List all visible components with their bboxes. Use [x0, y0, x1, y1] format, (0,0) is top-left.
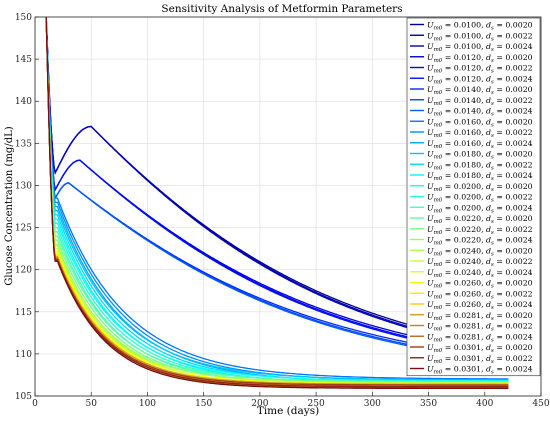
- y-tick-label: 140: [15, 97, 32, 107]
- plot-area-frame: [34, 16, 542, 397]
- legend-entry-label: Um0 = 0.0180, ds = 0.0020: [427, 150, 533, 161]
- series-line-28: [45, 16, 509, 385]
- x-axis-ticks: 0 50 100 150 200 250 300 350 400 450: [32, 392, 550, 409]
- x-tick-label: 50: [85, 399, 97, 409]
- x-tick-label: 200: [251, 399, 268, 409]
- legend-entry-label: Um0 = 0.0240, ds = 0.0020: [427, 246, 533, 257]
- legend-entry-label: Um0 = 0.0140, ds = 0.0022: [427, 96, 533, 107]
- legend-entry-label: Um0 = 0.0120, ds = 0.0024: [427, 74, 533, 85]
- legend-entry-label: Um0 = 0.0140, ds = 0.0020: [427, 85, 533, 96]
- legend-entry-label: Um0 = 0.0120, ds = 0.0020: [427, 53, 533, 64]
- legend-entry-label: Um0 = 0.0301, ds = 0.0024: [427, 365, 533, 376]
- x-tick-label: 450: [532, 399, 549, 409]
- y-tick-label: 110: [15, 350, 32, 360]
- series-line-10: [45, 16, 509, 380]
- legend-entry-label: Um0 = 0.0301, ds = 0.0022: [427, 354, 533, 365]
- y-tick-label: 120: [15, 266, 32, 276]
- series-line-22: [45, 16, 509, 384]
- y-tick-label: 150: [15, 13, 32, 23]
- y-axis-label: Glucose Concentration (mg/dL): [4, 126, 15, 285]
- legend-entry-label: Um0 = 0.0281, ds = 0.0022: [427, 322, 533, 333]
- legend-entry-label: Um0 = 0.0160, ds = 0.0022: [427, 128, 533, 139]
- legend-entry-label: Um0 = 0.0180, ds = 0.0022: [427, 160, 533, 171]
- legend-entry-label: Um0 = 0.0220, ds = 0.0024: [427, 236, 533, 247]
- y-tick-label: 145: [15, 55, 32, 65]
- x-tick-label: 150: [195, 399, 212, 409]
- legend-entry-label: Um0 = 0.0100, ds = 0.0022: [427, 31, 533, 42]
- x-tick-label: 0: [32, 399, 38, 409]
- y-tick-label: 105: [15, 392, 32, 402]
- chart-title: Sensitivity Analysis of Metformin Parame…: [161, 3, 402, 15]
- series-line-25: [45, 16, 509, 385]
- legend-box: [406, 17, 541, 377]
- legend-entry-label: Um0 = 0.0240, ds = 0.0022: [427, 257, 533, 268]
- legend-entry-label: Um0 = 0.0301, ds = 0.0020: [427, 343, 533, 354]
- series-line-19: [45, 16, 509, 383]
- y-axis-ticks: 105 110 115 120 125 130 135 140 145 150: [15, 13, 39, 402]
- legend-entry-label: Um0 = 0.0281, ds = 0.0024: [427, 332, 533, 343]
- x-axis-label: Time (days): [257, 405, 319, 417]
- series-line-33: [45, 16, 509, 390]
- legend-entry-label: Um0 = 0.0160, ds = 0.0020: [427, 117, 533, 128]
- legend-entry-label: Um0 = 0.0260, ds = 0.0020: [427, 279, 533, 290]
- legend-entry-label: Um0 = 0.0120, ds = 0.0022: [427, 64, 533, 75]
- legend-entry-label: Um0 = 0.0160, ds = 0.0024: [427, 139, 533, 150]
- legend-entry-label: Um0 = 0.0200, ds = 0.0024: [427, 203, 533, 214]
- legend-entry-label: Um0 = 0.0100, ds = 0.0024: [427, 42, 533, 53]
- legend-entry-label: Um0 = 0.0200, ds = 0.0020: [427, 182, 533, 193]
- y-tick-label: 135: [15, 139, 32, 149]
- series-line-31: [45, 16, 509, 386]
- x-tick-label: 300: [364, 399, 381, 409]
- legend-entry-label: Um0 = 0.0220, ds = 0.0022: [427, 225, 533, 236]
- x-tick-label: 100: [139, 399, 156, 409]
- legend-entry-label: Um0 = 0.0220, ds = 0.0020: [427, 214, 533, 225]
- y-tick-label: 130: [15, 181, 32, 191]
- legend-entry-label: Um0 = 0.0260, ds = 0.0022: [427, 289, 533, 300]
- x-tick-label: 400: [476, 399, 493, 409]
- series-line-16: [45, 16, 509, 382]
- y-tick-label: 125: [15, 224, 32, 234]
- legend-entry-label: Um0 = 0.0100, ds = 0.0020: [427, 21, 533, 32]
- legend-entry-label: Um0 = 0.0200, ds = 0.0022: [427, 193, 533, 204]
- series-line-13: [45, 16, 509, 381]
- x-tick-label: 350: [420, 399, 437, 409]
- legend-entry-label: Um0 = 0.0180, ds = 0.0024: [427, 171, 533, 182]
- x-tick-label: 250: [308, 399, 325, 409]
- legend-entry-label: Um0 = 0.0281, ds = 0.0020: [427, 311, 533, 322]
- y-tick-label: 115: [15, 308, 32, 318]
- legend-entry-label: Um0 = 0.0260, ds = 0.0024: [427, 300, 533, 311]
- legend-entry-label: Um0 = 0.0140, ds = 0.0024: [427, 107, 533, 118]
- series-line-32: [45, 16, 509, 388]
- legend-entry-label: Um0 = 0.0240, ds = 0.0024: [427, 268, 533, 279]
